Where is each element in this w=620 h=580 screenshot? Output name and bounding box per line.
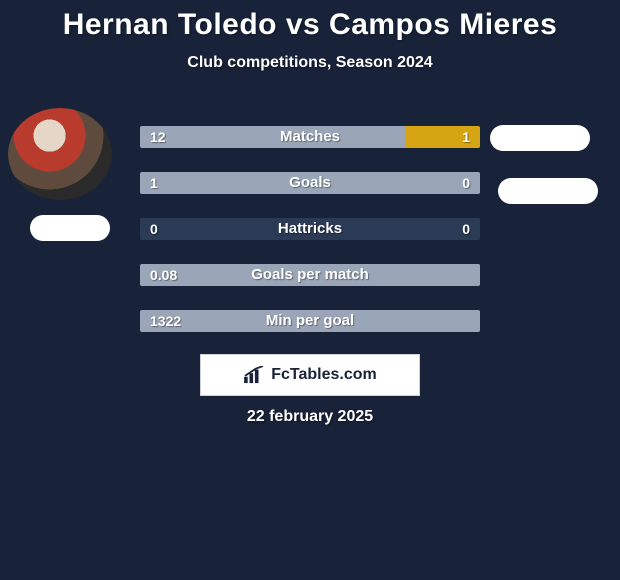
stat-bars-container: Matches121Goals10Hattricks00Goals per ma… <box>140 126 480 356</box>
stat-bar-label: Hattricks <box>140 218 480 240</box>
player-left-avatar <box>8 108 112 200</box>
stat-bar-value-right: 1 <box>462 126 470 148</box>
stat-bar-row: Goals per match0.08 <box>140 264 480 286</box>
stat-bar-value-left: 0.08 <box>150 264 177 286</box>
stat-bar-label: Matches <box>140 126 480 148</box>
stat-bar-label: Min per goal <box>140 310 480 332</box>
stat-bar-row: Hattricks0 0 <box>140 218 480 240</box>
club-badge-right-1 <box>490 125 590 151</box>
stat-bar-row: Min per goal1322 <box>140 310 480 332</box>
stat-bar-value-right: 0 <box>462 218 470 240</box>
club-badge-left <box>30 215 110 241</box>
stat-bar-value-left: 0 <box>150 218 158 240</box>
footer-date: 22 february 2025 <box>0 408 620 426</box>
stat-bar-label: Goals per match <box>140 264 480 286</box>
brand-icon <box>243 366 265 384</box>
brand-text: FcTables.com <box>271 366 377 384</box>
stat-bar-value-left: 12 <box>150 126 166 148</box>
brand-box[interactable]: FcTables.com <box>200 354 420 396</box>
player-photo <box>8 108 112 200</box>
club-badge-right-2 <box>498 178 598 204</box>
page-subtitle: Club competitions, Season 2024 <box>0 54 620 72</box>
stat-bar-value-left: 1322 <box>150 310 181 332</box>
stat-bar-value-left: 1 <box>150 172 158 194</box>
stat-bar-row: Goals1 0 <box>140 172 480 194</box>
stat-bar-label: Goals <box>140 172 480 194</box>
stat-bar-value-right: 0 <box>462 172 470 194</box>
stat-bar-row: Matches12 1 <box>140 126 480 148</box>
page-title: Hernan Toledo vs Campos Mieres <box>0 0 620 42</box>
